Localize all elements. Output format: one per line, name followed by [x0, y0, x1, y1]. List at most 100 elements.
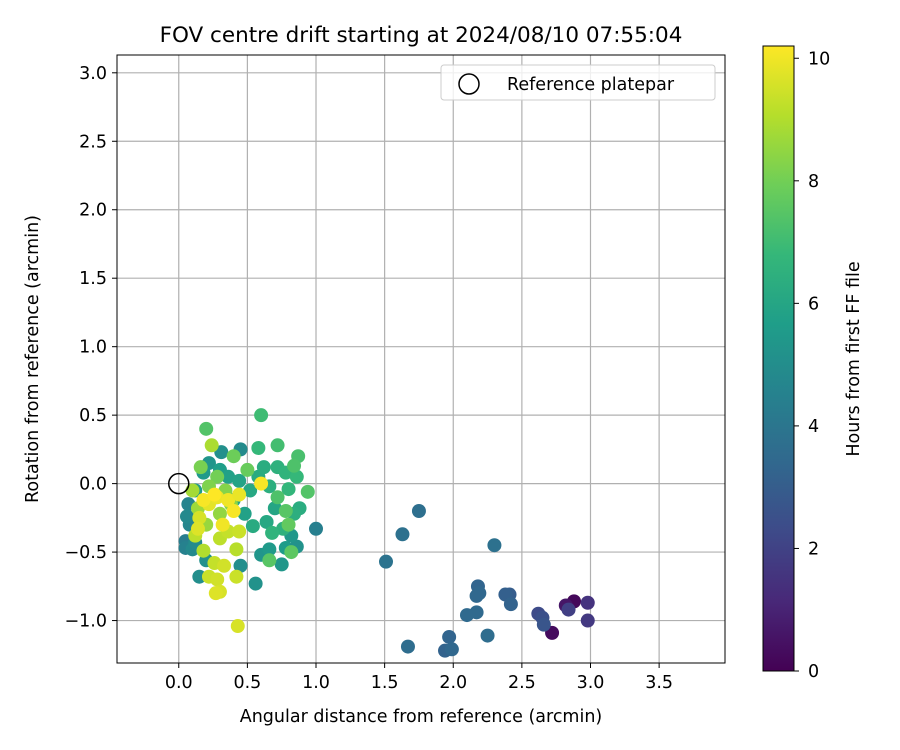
- data-point: [199, 421, 214, 436]
- data-point: [233, 558, 248, 573]
- colorbar-tick-label: 0: [808, 662, 819, 682]
- colorbar-tick-label: 2: [808, 539, 819, 559]
- data-point: [442, 629, 457, 644]
- data-point: [459, 608, 474, 623]
- data-point: [190, 521, 205, 536]
- data-point: [207, 487, 222, 502]
- data-point: [232, 487, 247, 502]
- x-tick-label: 1.5: [371, 673, 399, 693]
- data-point: [226, 504, 241, 518]
- data-point: [262, 553, 277, 568]
- data-point: [221, 469, 236, 484]
- data-point: [217, 558, 232, 573]
- data-point: [561, 602, 576, 617]
- axis-ticks: 0.0 0.5 1.0 1.5 2.0 2.5 3.0 3.5 −1.0 −0.5 0.0 0.5 1.…: [65, 64, 674, 693]
- y-tick-label: 2.5: [79, 132, 107, 152]
- data-point: [400, 639, 415, 654]
- data-point: [237, 506, 252, 521]
- data-point: [262, 542, 277, 557]
- data-point: [284, 545, 299, 560]
- legend-open-circle-icon: [458, 73, 480, 95]
- colorbar-ticks: 0 2 4 6 8 10: [794, 49, 830, 682]
- data-point: [259, 514, 274, 529]
- data-point: [480, 628, 495, 643]
- data-point: [229, 569, 244, 584]
- y-tick-label: 0.5: [79, 406, 107, 426]
- data-point: [215, 517, 230, 532]
- data-point: [210, 572, 225, 587]
- x-tick-label: 3.0: [577, 673, 605, 693]
- data-point: [232, 524, 247, 539]
- data-point: [251, 441, 266, 456]
- data-point: [278, 504, 293, 518]
- plot-area-frame: [116, 54, 726, 664]
- data-point: [287, 458, 302, 473]
- data-point: [395, 527, 410, 542]
- data-point: [379, 554, 394, 569]
- y-tick-label: 1.5: [79, 269, 107, 289]
- data-point: [289, 469, 304, 484]
- data-point: [210, 469, 225, 484]
- data-point: [240, 462, 255, 477]
- data-point: [221, 493, 236, 508]
- data-point: [309, 521, 324, 536]
- data-point: [192, 569, 207, 584]
- x-tick-label: 0.0: [165, 673, 193, 693]
- data-point: [204, 438, 219, 453]
- x-tick-label: 3.5: [645, 673, 673, 693]
- colorbar-label: Hours from first FF file: [844, 261, 864, 456]
- chart-title: FOV centre drift starting at 2024/08/10 …: [160, 23, 683, 48]
- data-point: [245, 519, 260, 534]
- colorbar-tick-label: 4: [808, 417, 819, 437]
- data-point: [232, 473, 247, 488]
- data-point: [270, 490, 285, 505]
- y-tick-label: 2.0: [79, 201, 107, 221]
- data-point: [270, 438, 285, 453]
- colorbar-tick-label: 10: [808, 49, 830, 69]
- y-tick-label: −1.0: [65, 612, 108, 632]
- data-points: [178, 408, 595, 658]
- y-tick-label: 1.0: [79, 338, 107, 358]
- x-tick-label: 2.0: [439, 673, 467, 693]
- data-point: [265, 525, 280, 540]
- data-point: [229, 542, 244, 557]
- colorbar: 0 2 4 6 8 10 Hours from first FF file: [762, 45, 864, 682]
- data-point: [196, 543, 211, 558]
- colorbar-tick-label: 8: [808, 172, 819, 192]
- data-point: [281, 482, 296, 497]
- data-point: [503, 597, 518, 612]
- data-point: [254, 476, 269, 491]
- y-axis-label: Rotation from reference (arcmin): [23, 215, 43, 503]
- data-point: [274, 557, 289, 572]
- data-point: [192, 510, 207, 525]
- data-point: [300, 484, 315, 499]
- x-axis-label: Angular distance from reference (arcmin): [240, 707, 603, 727]
- data-point: [281, 517, 296, 532]
- data-point: [226, 449, 241, 464]
- y-tick-label: 3.0: [79, 64, 107, 84]
- data-point: [230, 619, 245, 634]
- data-point: [243, 483, 258, 498]
- data-point: [256, 460, 271, 475]
- data-point: [248, 576, 263, 591]
- data-point: [254, 408, 269, 423]
- x-tick-label: 2.5: [508, 673, 536, 693]
- colorbar-tick-label: 6: [808, 294, 819, 314]
- legend-entry-reference-platepar: Reference platepar: [507, 75, 675, 95]
- data-point: [411, 504, 426, 518]
- data-point: [212, 506, 227, 521]
- legend-box: [440, 64, 716, 101]
- data-point: [469, 588, 484, 603]
- reference-platepar-marker: [168, 472, 190, 495]
- y-tick-label: 0.0: [79, 475, 107, 495]
- data-point: [185, 483, 200, 498]
- data-point: [196, 493, 211, 508]
- data-point: [444, 642, 459, 657]
- data-point: [536, 617, 551, 632]
- y-tick-label: −0.5: [65, 543, 108, 563]
- data-point: [580, 613, 595, 628]
- data-point: [208, 586, 223, 601]
- data-point: [487, 538, 502, 553]
- data-point: [179, 509, 194, 524]
